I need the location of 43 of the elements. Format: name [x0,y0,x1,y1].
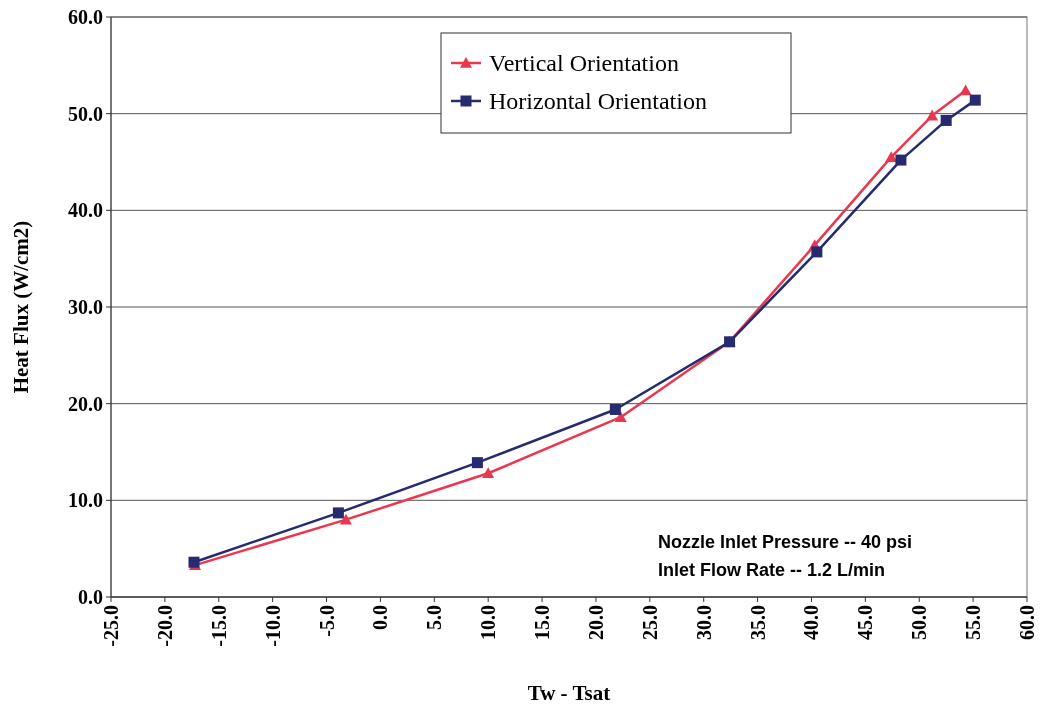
point [969,94,981,106]
legend-label: Vertical Orientation [489,50,679,77]
x-tick-label: -15.0 [207,605,230,647]
legend-label: Horizontal Orientation [489,88,707,115]
x-tick-label: 5.0 [423,605,446,630]
point [940,114,952,126]
y-tick-label: 40.0 [68,199,103,222]
y-tick-label: 30.0 [68,296,103,318]
y-tick-label: 50.0 [68,102,103,125]
point [614,411,627,422]
point [926,109,939,121]
y-tick-label: 10.0 [68,489,103,512]
annotation: Nozzle Inlet Pressure -- 40 psi [658,532,913,552]
point [471,457,483,469]
annotation: Inlet Flow Rate -- 1.2 L/min [658,560,886,580]
y-tick-label: 60.0 [68,6,103,28]
point [339,513,352,525]
x-tick-label: -20.0 [153,605,176,647]
x-tick-label: 35.0 [746,605,769,640]
x-tick-label: 10.0 [477,605,500,640]
x-tick-label: 30.0 [692,605,715,640]
y-tick-label: 0.0 [78,586,103,608]
x-tick-label: 50.0 [908,605,931,640]
x-tick-label: 45.0 [854,605,877,640]
x-tick-label: -25.0 [100,605,122,647]
x-tick-label: 25.0 [638,605,661,640]
x-tick-label: 15.0 [531,605,554,640]
x-tick-label: 20.0 [584,605,607,640]
x-axis-title: Tw - Tsat [527,681,611,705]
point [959,84,972,96]
x-tick-label: -5.0 [315,605,338,637]
x-tick-label: 60.0 [1016,605,1038,640]
x-tick-label: 40.0 [800,605,823,640]
x-tick-label: -10.0 [261,605,284,647]
point [811,246,823,258]
point [332,507,344,519]
point [482,467,495,479]
y-axis-title: Heat Flux (W/cm2) [9,220,33,394]
x-tick-label: 0.0 [369,605,392,630]
point [895,154,907,166]
point [609,403,621,415]
x-tick-label: 55.0 [962,605,985,640]
y-tick-label: 20.0 [68,392,103,415]
